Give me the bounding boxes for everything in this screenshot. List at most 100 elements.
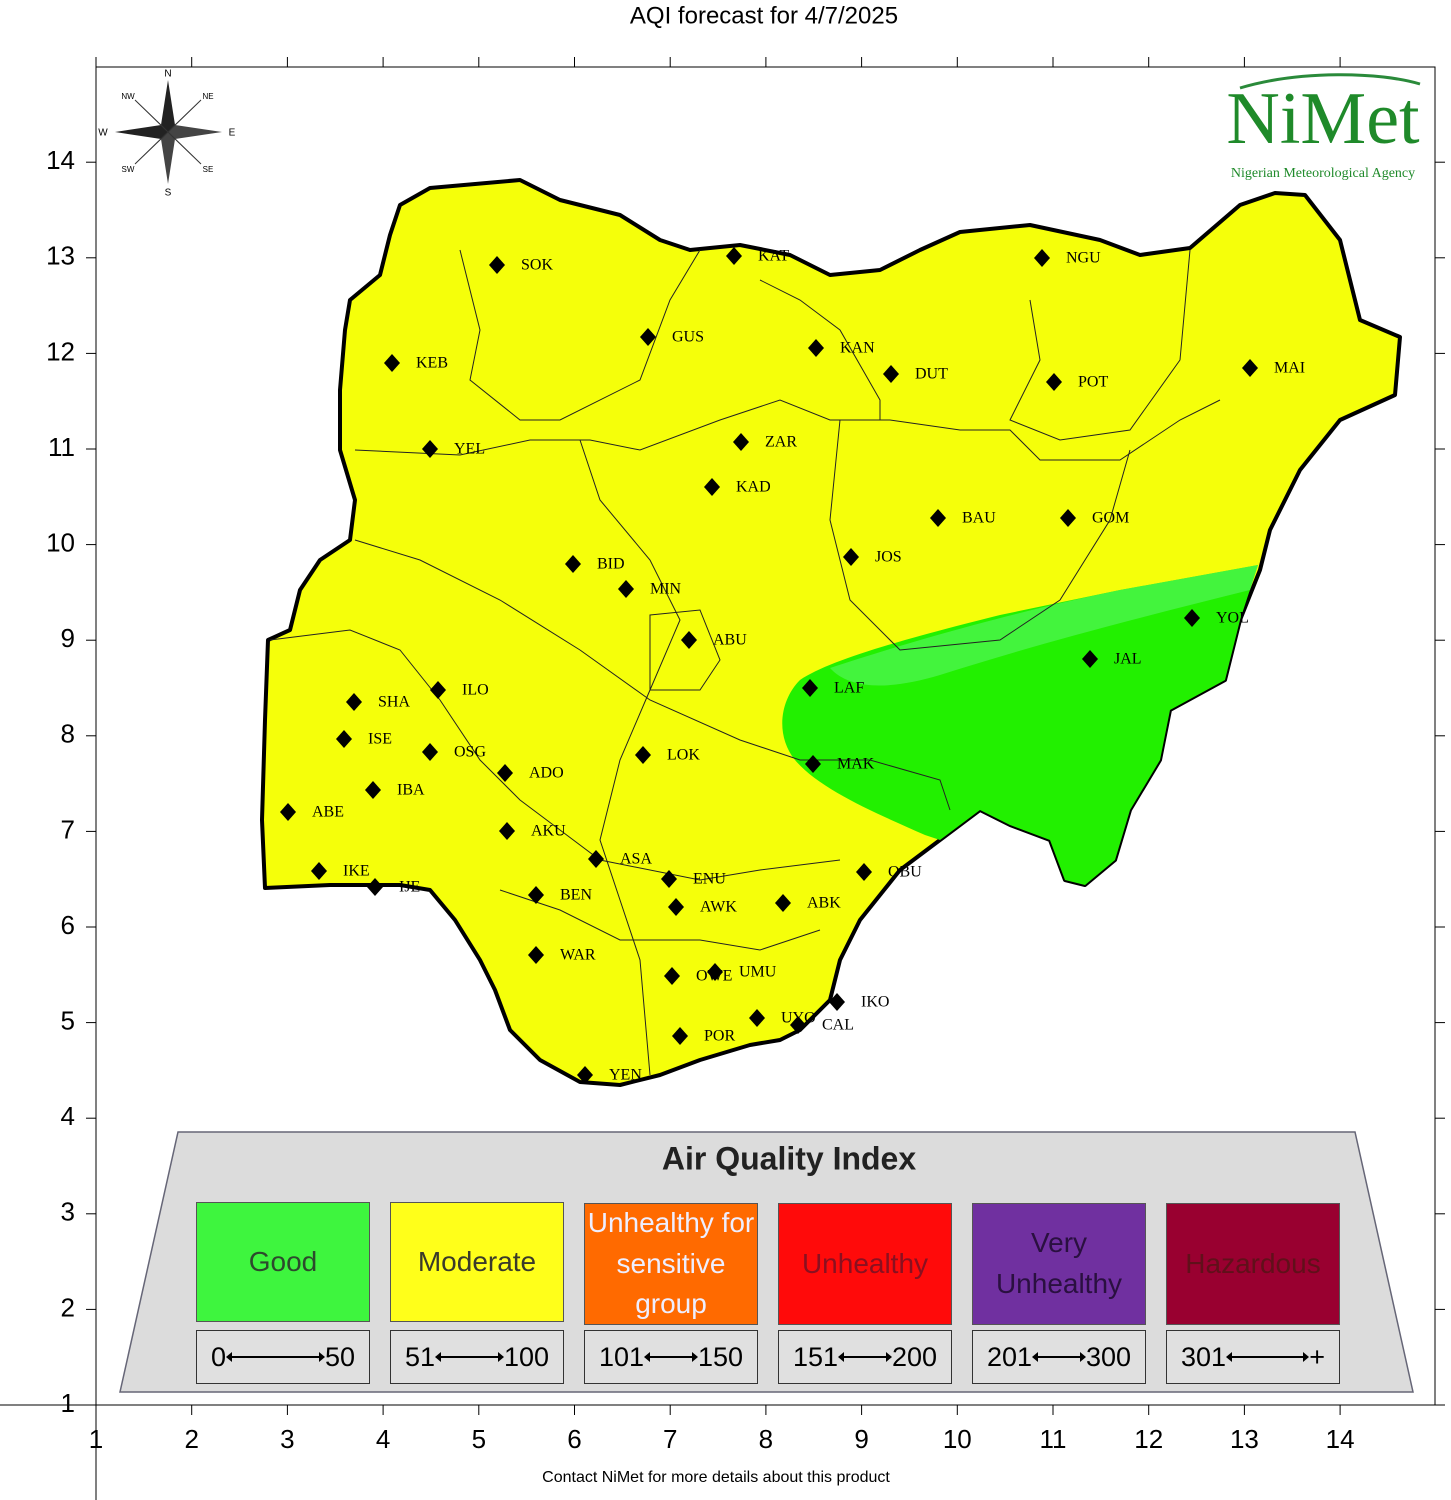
station-label: CAL <box>822 1017 854 1034</box>
station-label: AKU <box>531 823 566 840</box>
y-tick-label: 12 <box>46 336 75 366</box>
compass-label: SE <box>203 165 214 174</box>
station-marker <box>640 328 656 346</box>
station-marker <box>618 580 634 598</box>
station-marker <box>588 850 604 868</box>
good-zone <box>782 565 1258 885</box>
y-tick-label: 10 <box>46 527 75 557</box>
legend-swatch: Good <box>196 1202 370 1322</box>
station-label: SHA <box>378 694 410 711</box>
station-label: ISE <box>368 731 392 748</box>
range-from: 0 <box>211 1341 227 1372</box>
compass-label: NE <box>202 92 213 101</box>
range-to: 100 <box>503 1341 549 1372</box>
y-tick-label: 14 <box>46 145 75 175</box>
compass-label: W <box>98 128 108 139</box>
station-marker <box>790 1016 806 1034</box>
compass-label: S <box>165 188 172 199</box>
station-label: LOK <box>667 747 700 764</box>
station-marker <box>672 1027 688 1045</box>
station-marker <box>528 946 544 964</box>
good-zone-edge <box>830 565 1258 686</box>
x-tick-label: 13 <box>1230 1424 1259 1454</box>
station-label: ILO <box>462 682 489 699</box>
x-tick-label: 1 <box>89 1424 103 1454</box>
x-tick-label: 14 <box>1326 1424 1355 1454</box>
station-marker <box>422 440 438 458</box>
station-marker <box>802 679 818 697</box>
station-marker <box>346 693 362 711</box>
y-tick-label: 6 <box>61 910 75 940</box>
station-label: GUS <box>672 329 704 346</box>
station-label: IKE <box>343 863 370 880</box>
station-marker <box>1060 509 1076 527</box>
legend-range: 51 100 <box>390 1330 564 1384</box>
range-arrow <box>435 1352 504 1362</box>
legend-swatch: Very Unhealthy <box>972 1203 1146 1325</box>
legend-label: Unhealthy for sensitive group <box>587 1207 755 1320</box>
legend-label: Good <box>248 1245 318 1277</box>
x-tick-label: 8 <box>759 1424 773 1454</box>
station-marker <box>930 509 946 527</box>
compass-label: N <box>164 69 171 80</box>
station-label: ASA <box>620 851 652 868</box>
logo: NiMet Nigerian Meteorological Agency <box>1226 73 1421 181</box>
legend-range: 101 150 <box>584 1330 758 1384</box>
range-from: 101 <box>599 1341 645 1372</box>
station-marker <box>489 256 505 274</box>
range-arrow <box>1226 1352 1310 1362</box>
station-label: POR <box>704 1028 735 1045</box>
station-label: ABE <box>312 804 344 821</box>
station-marker <box>1034 249 1050 267</box>
station-marker <box>1046 373 1062 391</box>
x-tick-label: 9 <box>854 1424 868 1454</box>
station-marker <box>499 822 515 840</box>
range-to: 200 <box>891 1341 937 1372</box>
range-to: 300 <box>1085 1341 1131 1372</box>
range-arrow <box>226 1352 325 1362</box>
station-label: GOM <box>1092 510 1129 527</box>
station-marker <box>661 870 677 888</box>
legend-swatch: Hazardous <box>1166 1203 1340 1325</box>
compass-label: E <box>229 128 236 139</box>
station-label: KEB <box>416 355 448 372</box>
y-tick-label: 2 <box>61 1292 75 1322</box>
legend-swatch: Unhealthy <box>778 1203 952 1325</box>
station-marker <box>1184 609 1200 627</box>
station-label: LAF <box>834 680 864 697</box>
station-marker <box>565 555 581 573</box>
compass-label: SW <box>122 165 135 174</box>
x-tick-label: 10 <box>943 1424 972 1454</box>
legend-swatch: Moderate <box>390 1202 564 1322</box>
station-label: WAR <box>560 947 596 964</box>
station-label: UMU <box>739 964 777 981</box>
y-tick-label: 4 <box>61 1101 75 1131</box>
legend-label: Moderate <box>417 1245 537 1277</box>
compass <box>115 80 222 184</box>
legend-range: 151 200 <box>778 1330 952 1384</box>
legend-label: Very Unhealthy <box>995 1227 1123 1299</box>
logo-name: NiMet <box>1226 78 1420 160</box>
station-marker <box>497 764 513 782</box>
station-marker <box>668 898 684 916</box>
y-tick-label: 3 <box>61 1197 75 1227</box>
station-marker <box>805 755 821 773</box>
station-marker <box>664 967 680 985</box>
range-from: 301 <box>1181 1341 1227 1372</box>
station-label: JAL <box>1114 651 1142 668</box>
station-label: ZAR <box>765 434 797 451</box>
x-tick-label: 4 <box>376 1424 390 1454</box>
station-label: IBA <box>397 782 425 799</box>
range-to: + <box>1309 1341 1325 1372</box>
legend-label: Hazardous <box>1185 1247 1321 1279</box>
station-marker <box>384 354 400 372</box>
station-marker <box>726 247 742 265</box>
station-label: ENU <box>693 871 726 888</box>
x-tick-label: 6 <box>567 1424 581 1454</box>
y-tick-label: 13 <box>46 241 75 271</box>
x-tick-label: 2 <box>184 1424 198 1454</box>
station-label: YEN <box>609 1067 642 1084</box>
station-label: SOK <box>521 257 553 274</box>
